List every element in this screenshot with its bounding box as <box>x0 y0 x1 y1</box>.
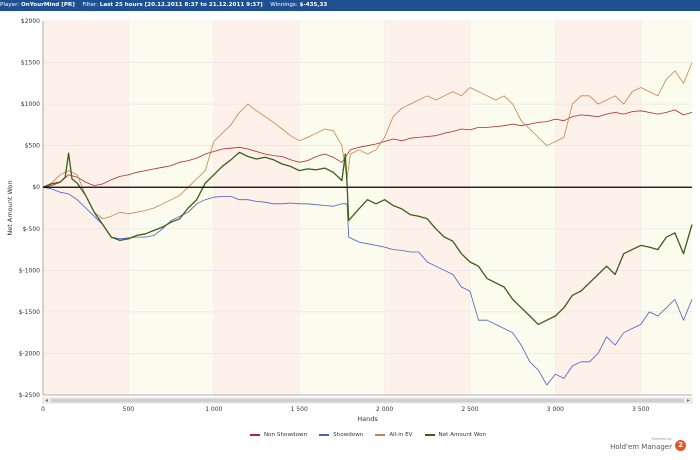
x-tick-label: 2 000 <box>376 406 393 413</box>
y-tick-label: $-1000 <box>19 267 40 274</box>
y-axis-title: Net Amount Won <box>6 180 14 235</box>
x-tick-label: 0 <box>41 406 45 413</box>
legend-label: Showdown <box>333 432 364 438</box>
legend: Non Showdown Showdown All-in EV Net Amount … <box>250 432 498 442</box>
band-4 <box>384 21 470 395</box>
legend-item: Showdown <box>319 432 363 438</box>
legend-item: Non Showdown <box>250 432 307 438</box>
legend-swatch <box>375 433 386 436</box>
band-7 <box>640 21 692 395</box>
player-value: OnYourMind [PR] <box>20 2 75 8</box>
background-bands <box>43 21 692 395</box>
y-tick-label: $1500 <box>21 60 40 67</box>
legend-item: Net Amount Won <box>424 432 487 438</box>
legend-label: Net Amount Won <box>438 432 487 438</box>
x-tick-label: 2 500 <box>461 406 478 413</box>
y-tick-label: $500 <box>25 143 40 150</box>
y-tick-label: $0 <box>32 184 40 191</box>
scroll-left-icon[interactable] <box>45 399 48 402</box>
filter-label: Filter: <box>82 2 98 8</box>
band-6 <box>555 21 641 395</box>
axes: $2000 $1500 $1000 $500 $0 $-500 $-1000 $-1500 $-… <box>6 18 692 423</box>
y-tick-label: $-2500 <box>19 392 40 399</box>
winnings-label: Winnings: <box>270 2 298 8</box>
series-line-showdown <box>42 186 693 386</box>
filter-value: Last 25 hours [20.12.2011 8:37 to 21.12.… <box>99 2 263 8</box>
x-axis-title: Hands <box>357 415 378 423</box>
brand-block: Powered by Hold'em Manager 2 <box>606 437 686 455</box>
x-tick-label: 3 000 <box>547 406 564 413</box>
legend-swatch <box>319 433 330 436</box>
legend-label: All-in EV <box>389 432 413 438</box>
band-1 <box>128 21 214 395</box>
x-tick-label: 1 500 <box>291 406 308 413</box>
y-tick-label: $-500 <box>23 226 41 233</box>
band-2 <box>213 21 300 395</box>
x-tick-label: 1 000 <box>205 406 222 413</box>
x-tick-label: 500 <box>123 406 135 413</box>
series-layer <box>42 62 693 386</box>
scroll-right-icon[interactable] <box>687 399 690 402</box>
player-label: Player: <box>0 2 20 8</box>
series-line-all-in-ev <box>42 62 693 220</box>
legend-label: Non Showdown <box>264 432 308 438</box>
band-3 <box>299 21 385 395</box>
legend-item: All-in EV <box>375 432 413 438</box>
y-tick-label: $-1500 <box>19 309 40 316</box>
brand-logo-icon: 2 <box>675 440 686 451</box>
brand-name: Hold'em Manager <box>610 443 672 451</box>
series-line-non-showdown <box>42 109 693 188</box>
title-bar: Player: OnYourMind [PR] Filter: Last 25 … <box>0 0 700 11</box>
winnings-value: $-435,33 <box>299 2 328 8</box>
legend-swatch <box>250 433 260 436</box>
series-line-net-amount-won <box>42 151 693 326</box>
x-tick-label: 3 500 <box>632 406 649 413</box>
chart-canvas: $2000 $1500 $1000 $500 $0 $-500 $-1000 $-1500 $-… <box>6 18 693 423</box>
y-tick-label: $-2000 <box>19 350 40 357</box>
horizontal-scrollbar[interactable] <box>42 397 693 404</box>
legend-swatch <box>424 433 435 436</box>
powered-by-text: Powered by <box>651 437 672 441</box>
scrollbar-thumb[interactable] <box>51 398 684 403</box>
y-tick-label: $1000 <box>21 101 40 108</box>
band-5 <box>469 21 556 395</box>
y-tick-label: $2000 <box>21 18 40 25</box>
